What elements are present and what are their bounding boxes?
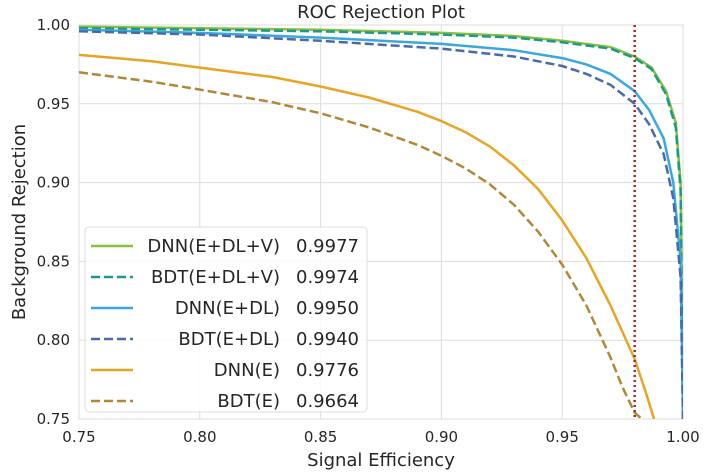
legend-series-score: 0.9950 <box>296 298 359 319</box>
x-tick-label: 0.80 <box>183 428 216 446</box>
x-tick-label: 0.95 <box>545 428 578 446</box>
y-tick-labels: 0.75 0.80 0.85 0.90 0.95 1.00 <box>37 16 70 428</box>
legend-series-name: DNN(E+DL+V) <box>147 236 280 257</box>
y-tick-label: 0.80 <box>37 331 70 349</box>
y-tick-label: 0.95 <box>37 95 70 113</box>
series-line-dnn-e-dl-v <box>79 25 683 419</box>
legend-series-name: BDT(E+DL+V) <box>151 267 280 288</box>
y-tick-label: 1.00 <box>37 16 70 34</box>
series-line-bdt-e <box>79 71 643 419</box>
legend-series-score: 0.9776 <box>296 360 359 381</box>
legend-series-name: BDT(E) <box>217 391 280 412</box>
chart-title: ROC Rejection Plot <box>297 2 465 23</box>
series-line-dnn-e <box>79 53 656 419</box>
legend-series-name: BDT(E+DL) <box>178 329 280 350</box>
y-tick-label: 0.75 <box>37 410 70 428</box>
x-tick-label: 0.90 <box>425 428 458 446</box>
y-tick-label: 0.90 <box>37 174 70 192</box>
series-layer <box>79 25 683 419</box>
series-line-dnn-e-dl <box>79 28 683 419</box>
x-tick-label: 1.00 <box>666 428 699 446</box>
legend-box <box>84 226 368 413</box>
legend-series-name: DNN(E) <box>214 360 280 381</box>
y-axis-label: Background Rejection <box>9 124 30 320</box>
series-line-bdt-e-dl <box>79 30 683 419</box>
legend-series-score: 0.9974 <box>296 267 359 288</box>
legend-series-score: 0.9664 <box>296 391 359 412</box>
x-tick-labels: 0.75 0.80 0.85 0.90 0.95 1.00 <box>62 428 699 446</box>
x-axis-label: Signal Efficiency <box>307 450 455 471</box>
series-line-bdt-e-dl-v <box>79 26 683 419</box>
legend-series-score: 0.9940 <box>296 329 359 350</box>
y-tick-label: 0.85 <box>37 252 70 270</box>
legend: DNN(E+DL+V) 0.9977 BDT(E+DL+V) 0.9974 DNN(E+… <box>84 226 368 413</box>
x-tick-label: 0.75 <box>62 428 95 446</box>
legend-series-name: DNN(E+DL) <box>175 298 280 319</box>
x-tick-label: 0.85 <box>304 428 337 446</box>
legend-series-score: 0.9977 <box>296 236 359 257</box>
